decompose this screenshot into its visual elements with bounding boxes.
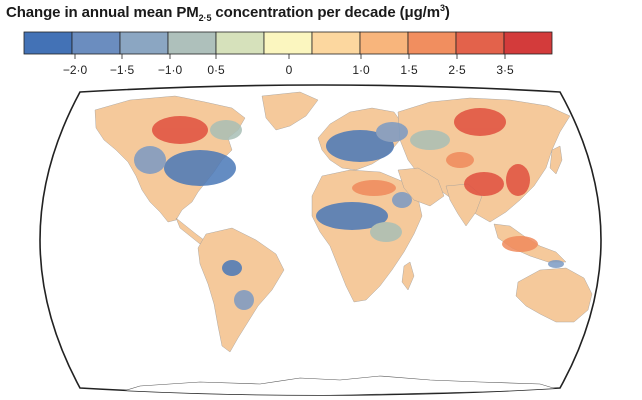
title-subscript: 2·5 xyxy=(198,13,212,23)
pm25-change-overlay xyxy=(134,108,564,310)
legend-label: −1·5 xyxy=(110,63,135,77)
antarctica xyxy=(119,375,561,395)
madagascar xyxy=(401,261,415,291)
change-patch xyxy=(210,120,242,140)
south-america xyxy=(197,227,285,353)
legend-label: 2·5 xyxy=(448,63,466,77)
greenland xyxy=(261,91,319,131)
change-patch xyxy=(326,130,394,162)
change-patch xyxy=(316,202,388,230)
change-patch xyxy=(410,130,450,150)
change-patch xyxy=(164,150,236,186)
title-middle: concentration per decade (μg/m xyxy=(211,4,440,21)
change-patch xyxy=(454,108,506,136)
change-patch xyxy=(152,116,208,144)
change-patch xyxy=(506,164,530,196)
legend-label: 3·5 xyxy=(496,63,514,77)
legend-label: 0 xyxy=(286,63,293,77)
legend-ticks xyxy=(74,54,506,59)
title-prefix: Change in annual mean PM xyxy=(6,4,199,21)
change-patch xyxy=(502,236,538,252)
title-suffix: ) xyxy=(444,4,450,21)
legend-label: 1·5 xyxy=(400,63,418,77)
new-zealand xyxy=(597,309,601,333)
legend-label: 1·0 xyxy=(352,63,370,77)
japan xyxy=(549,145,563,175)
legend-labels: −2·0 −1·5 −1·0 0·5 0 1·0 1·5 2·5 3·5 xyxy=(63,63,514,77)
change-patch xyxy=(352,180,396,196)
arabia xyxy=(397,167,445,207)
legend-label: −1·0 xyxy=(158,63,183,77)
change-patch xyxy=(134,146,166,174)
change-patch xyxy=(234,290,254,310)
legend-title: Change in annual mean PM2·5 concentratio… xyxy=(6,3,450,23)
title-superscript: 3 xyxy=(439,3,445,13)
legend-swatches xyxy=(23,31,553,55)
legend-label: 0·5 xyxy=(207,63,225,77)
color-legend: −2·0 −1·5 −1·0 0·5 0 1·0 1·5 2·5 3·5 xyxy=(23,31,553,77)
change-patch xyxy=(548,260,564,268)
legend-label: −2·0 xyxy=(63,63,88,77)
change-patch xyxy=(464,172,504,196)
change-patch xyxy=(376,122,408,142)
australia xyxy=(515,267,593,323)
change-patch xyxy=(370,222,402,242)
legend-swatch xyxy=(503,31,553,55)
change-patch xyxy=(446,152,474,168)
change-patch xyxy=(222,260,242,276)
change-patch xyxy=(392,192,412,208)
